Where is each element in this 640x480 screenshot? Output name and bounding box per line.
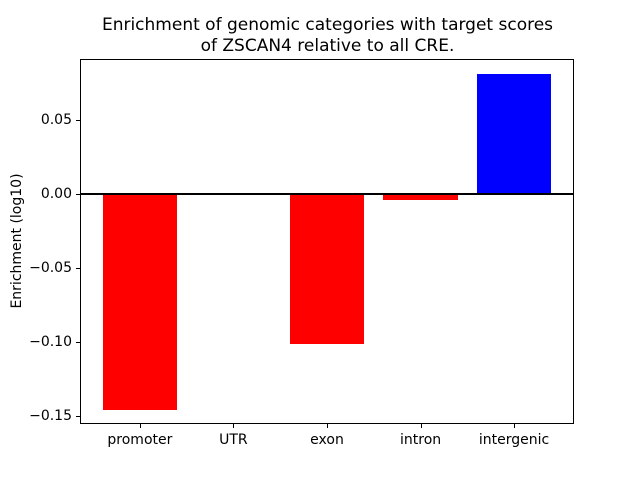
y-tick-label: 0.05 <box>40 112 72 128</box>
bar-promoter <box>102 194 178 411</box>
x-tick-mark <box>420 424 422 428</box>
y-tick-label: −0.10 <box>29 334 72 350</box>
x-tick-label-exon: exon <box>310 432 344 448</box>
y-tick-label: −0.15 <box>29 408 72 424</box>
x-tick-mark <box>139 424 141 428</box>
x-tick-label-UTR: UTR <box>219 432 248 448</box>
x-tick-mark <box>327 424 328 428</box>
bar-exon <box>289 194 365 344</box>
x-tick-label-promoter: promoter <box>107 432 173 448</box>
y-tick-mark <box>76 416 80 417</box>
y-tick-label: −0.05 <box>29 260 72 276</box>
x-tick-mark <box>233 424 235 428</box>
x-tick-label-intergenic: intergenic <box>478 432 550 448</box>
x-tick-mark <box>514 424 516 428</box>
y-tick-mark <box>76 342 80 343</box>
y-tick-mark <box>76 268 80 269</box>
y-tick-label: 0.00 <box>40 186 72 202</box>
bar-intron <box>383 194 458 200</box>
bar-intergenic <box>476 74 552 194</box>
chart-title: Enrichment of genomic categories with ta… <box>101 15 554 56</box>
x-tick-label-intron: intron <box>400 432 442 448</box>
y-tick-mark <box>76 194 80 195</box>
y-tick-mark <box>76 120 80 121</box>
zero-line <box>80 193 574 195</box>
